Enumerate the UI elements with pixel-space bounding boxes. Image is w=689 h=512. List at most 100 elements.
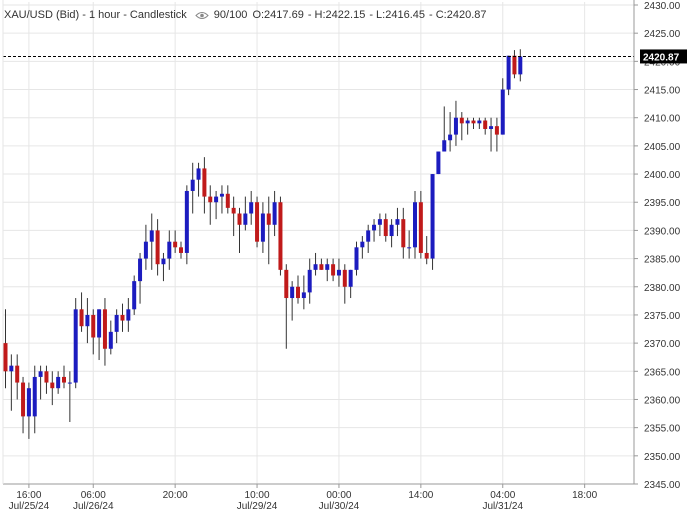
y-tick-label: 2375.00 [644, 311, 681, 322]
candle-body [453, 117, 458, 135]
candle-up [413, 190, 417, 259]
candle-body [167, 241, 172, 259]
candle-body [278, 202, 283, 270]
candle-down [50, 371, 55, 406]
candle-body [266, 213, 271, 225]
last-price-tag: 2420.87 [640, 49, 687, 64]
candle-body [313, 264, 318, 270]
candle-body [155, 230, 160, 265]
y-tick-label: 2425.00 [644, 29, 681, 40]
candle-body [179, 247, 183, 253]
candle-up [260, 202, 265, 253]
candle-down [424, 236, 429, 265]
candle-up [377, 213, 382, 237]
last-price-tag-text: 2420.87 [643, 52, 680, 63]
candle-up [56, 371, 61, 394]
candle-body [108, 331, 113, 349]
candle-up [290, 281, 295, 321]
candle-body [325, 264, 330, 270]
candle-up [138, 252, 143, 304]
candle-body [336, 269, 341, 276]
ohlc-low: L:2416.45 [376, 9, 425, 21]
candle-up [448, 112, 453, 152]
candle-up [313, 252, 318, 276]
candle-body [161, 258, 166, 265]
candle-body [184, 190, 189, 253]
candle-up [307, 258, 312, 304]
candle-body [372, 224, 377, 231]
y-tick-label: 2365.00 [644, 367, 681, 378]
candle-down [44, 365, 49, 394]
x-tick-date: Jul/30/24 [319, 501, 360, 512]
candle-up [26, 382, 31, 439]
candle-body [407, 247, 412, 249]
candle-down [483, 117, 488, 135]
candle-body [91, 314, 96, 338]
candle-body [190, 179, 195, 191]
chart-axes [2, 0, 635, 485]
candle-up [132, 275, 137, 315]
candle-body [512, 55, 517, 75]
candle-down [173, 230, 178, 253]
candle-up [85, 298, 90, 344]
x-tick-time: 04:00 [490, 490, 515, 501]
candle-up [430, 174, 435, 270]
candle-body [354, 247, 359, 270]
y-tick-label: 2370.00 [644, 339, 681, 350]
eye-icon[interactable] [195, 11, 209, 20]
candle-down [3, 309, 8, 389]
y-tick-label: 2405.00 [644, 142, 681, 153]
chart-header: XAU/USD (Bid) - 1 hour - Candlestick 90/… [4, 7, 490, 23]
ohlc-open: O:2417.69 [252, 9, 304, 21]
candle-body [126, 309, 131, 321]
candle-down [225, 185, 230, 214]
candle-up [301, 275, 306, 310]
candle-body [243, 213, 248, 225]
candle-down [342, 264, 347, 304]
candle-up [354, 241, 359, 276]
candle-body [26, 388, 31, 417]
last-price-tag-box [640, 49, 687, 64]
candle-up [465, 117, 470, 135]
candle-up [126, 298, 131, 332]
candle-body [15, 365, 20, 383]
candle-down [231, 196, 236, 237]
candle-body [237, 213, 242, 225]
candle-body [389, 224, 394, 237]
candle-down [459, 112, 464, 141]
candle-body [436, 151, 441, 175]
candle-down [79, 292, 84, 332]
ohlc-high: H:2422.15 [314, 9, 366, 21]
candle-body [214, 196, 219, 203]
candle-up [114, 309, 119, 344]
candle-up [518, 49, 523, 82]
candle-up [196, 162, 201, 197]
candle-body [149, 230, 154, 242]
y-tick-label: 2355.00 [644, 424, 681, 435]
y-tick-label: 2430.00 [644, 1, 681, 12]
candle-body [202, 168, 207, 197]
y-tick-label: 2410.00 [644, 114, 681, 125]
candle-up [249, 190, 254, 225]
candle-body [272, 202, 277, 225]
x-tick-time: 14:00 [408, 490, 433, 501]
candle-body [465, 120, 470, 124]
candle-up [489, 117, 494, 152]
candle-body [413, 202, 417, 248]
candle-up [67, 371, 72, 423]
candle-body [518, 56, 523, 75]
candle-body [73, 309, 78, 383]
candle-body [494, 126, 499, 135]
candle-body [348, 269, 353, 287]
candle-body [448, 134, 453, 141]
candle-body [459, 117, 464, 124]
candle-up [395, 207, 400, 237]
candle-body [342, 269, 347, 287]
candle-down [512, 50, 517, 79]
x-tick-time: 18:00 [572, 490, 597, 501]
candle-down [237, 207, 242, 253]
candle-body [138, 258, 143, 282]
x-tick-time: 16:00 [16, 490, 41, 501]
